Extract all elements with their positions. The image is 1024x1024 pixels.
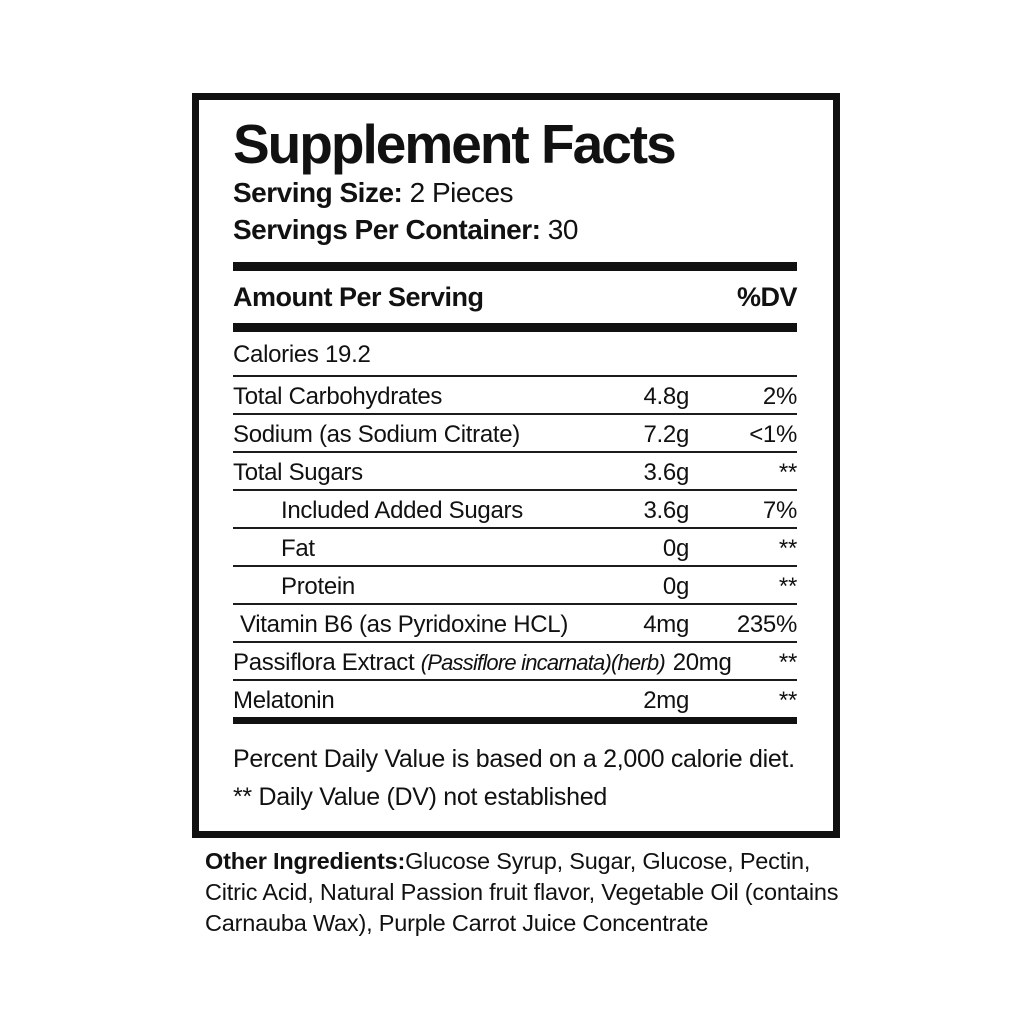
table-row: Total Carbohydrates 4.8g 2% <box>233 377 797 415</box>
other-ingredients: Other Ingredients:Glucose Syrup, Sugar, … <box>205 846 853 939</box>
table-row: Fat 0g ** <box>233 529 797 567</box>
nutrient-name: Included Added Sugars <box>281 497 523 524</box>
nutrient-amount: 3.6g <box>643 497 689 524</box>
nutrient-name: Sodium (as Sodium Citrate) <box>233 421 520 448</box>
nutrient-amount: 0g <box>662 535 689 562</box>
dv-not-established-footnote: ** Daily Value (DV) not established <box>233 783 607 811</box>
serving-size-value: 2 Pieces <box>402 177 514 208</box>
panel-title: Supplement Facts <box>233 113 677 175</box>
daily-value-footnote: Percent Daily Value is based on a 2,000 … <box>233 745 795 773</box>
nutrient-amount: 20mg <box>672 649 732 676</box>
table-row: Melatonin 2mg ** <box>233 681 797 717</box>
servings-per-container-label: Servings Per Container: <box>233 214 541 245</box>
nutrient-dv: 7% <box>762 497 797 524</box>
nutrient-dv: ** <box>778 687 797 714</box>
nutrient-amount: 2mg <box>643 687 689 714</box>
nutrient-name-botanical: (Passiflore incarnata)(herb) <box>420 650 666 675</box>
serving-size-label: Serving Size: <box>233 177 403 208</box>
thick-rule <box>233 323 797 332</box>
nutrient-amount: 3.6g <box>643 459 689 486</box>
table-header-row: Amount Per Serving %DV <box>233 271 798 323</box>
nutrient-name: Total Sugars <box>233 459 363 486</box>
nutrient-name: Passiflora Extract (Passiflore incarnata… <box>233 649 666 676</box>
table-row: Sodium (as Sodium Citrate) 7.2g <1% <box>233 415 797 453</box>
nutrient-amount: 7.2g <box>643 421 689 448</box>
amount-per-serving-header: Amount Per Serving <box>233 282 484 312</box>
nutrient-dv: ** <box>778 459 797 486</box>
nutrient-amount: 4mg <box>643 611 689 638</box>
other-ingredients-text: Glucose Syrup, Sugar, Glucose, Pectin, C… <box>205 848 839 936</box>
nutrient-amount: 4.8g <box>643 383 689 410</box>
calories-row: Calories 19.2 <box>233 332 797 377</box>
footnotes: Percent Daily Value is based on a 2,000 … <box>233 724 797 816</box>
nutrient-dv: 2% <box>762 383 797 410</box>
other-ingredients-label: Other Ingredients: <box>205 848 406 874</box>
nutrient-name: Total Carbohydrates <box>233 383 443 410</box>
nutrient-dv: 235% <box>736 611 797 638</box>
table-row: Included Added Sugars 3.6g 7% <box>233 491 797 529</box>
servings-per-container-value: 30 <box>540 214 579 245</box>
table-row: Protein 0g ** <box>233 567 797 605</box>
table-row: Passiflora Extract (Passiflore incarnata… <box>233 643 797 681</box>
nutrient-name: Fat <box>281 535 315 562</box>
nutrient-dv: ** <box>778 573 797 600</box>
nutrient-amount: 0g <box>662 573 689 600</box>
nutrient-dv: ** <box>778 535 797 562</box>
table-row: Total Sugars 3.6g ** <box>233 453 797 491</box>
nutrient-dv: <1% <box>749 421 797 448</box>
nutrient-name: Melatonin <box>233 687 335 714</box>
thick-rule <box>233 717 797 724</box>
thick-rule <box>233 262 797 271</box>
percent-dv-header: %DV <box>736 282 798 312</box>
supplement-facts-panel: Supplement Facts Serving Size: 2 Pieces … <box>192 93 840 838</box>
nutrient-name: Vitamin B6 (as Pyridoxine HCL) <box>240 611 569 638</box>
servings-per-container-line: Servings Per Container: 30 <box>233 211 797 248</box>
nutrient-dv: ** <box>778 649 797 676</box>
table-row: Vitamin B6 (as Pyridoxine HCL) 4mg 235% <box>233 605 797 643</box>
nutrient-name: Protein <box>281 573 355 600</box>
serving-size-line: Serving Size: 2 Pieces <box>233 174 797 211</box>
